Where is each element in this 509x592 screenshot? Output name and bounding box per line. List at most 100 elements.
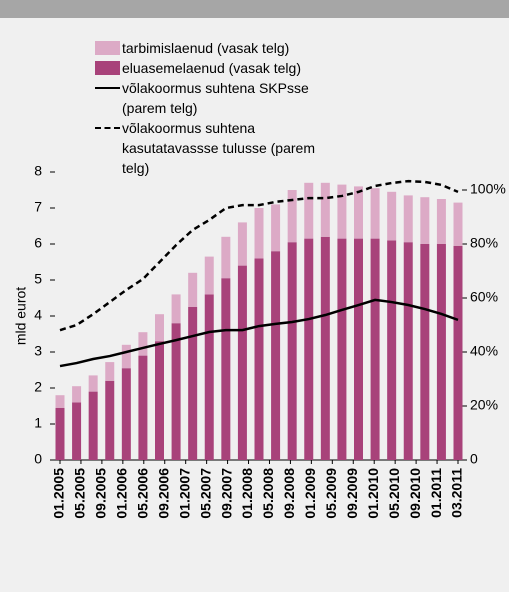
x-tick-label: 09.2009 xyxy=(344,468,360,519)
bar xyxy=(237,265,247,460)
bar xyxy=(121,344,131,369)
bar xyxy=(171,323,181,460)
line xyxy=(59,298,459,368)
legend-item: võlakoormus suhtena kasutatavassse tulus… xyxy=(95,118,340,178)
bar xyxy=(254,258,264,460)
x-tick-label: 01.2007 xyxy=(176,468,192,519)
y-tick-label: 0 xyxy=(34,451,42,467)
bar xyxy=(88,375,98,392)
legend-item: võlakoormus suhtena SKPsse (parem telg) xyxy=(95,78,340,118)
bar xyxy=(88,391,98,460)
x-tick-label: 01.2009 xyxy=(302,468,318,519)
bar xyxy=(155,314,164,342)
bar xyxy=(55,395,65,408)
line xyxy=(59,179,459,332)
y-axis-label: mld eurot xyxy=(13,287,29,345)
x-tick-label: 05.2009 xyxy=(323,468,339,519)
bar xyxy=(403,195,413,243)
y-tick-label: 4 xyxy=(34,307,42,323)
bar xyxy=(155,341,164,460)
bar xyxy=(354,238,363,460)
x-tick-label: 05.2010 xyxy=(386,468,402,519)
y-tick-label: 5 xyxy=(34,271,42,287)
y2-tick-label: 40% xyxy=(470,343,498,359)
bar xyxy=(337,184,347,239)
y2-tick-label: 100% xyxy=(470,181,506,197)
y-tick-label: 1 xyxy=(34,415,42,431)
bar xyxy=(105,362,115,381)
legend: tarbimislaenud (vasak telg) eluasemelaenu… xyxy=(95,38,340,178)
legend-item: tarbimislaenud (vasak telg) xyxy=(95,38,340,58)
header-band xyxy=(0,0,509,18)
x-tick-label: 01.2011 xyxy=(428,468,444,518)
bar xyxy=(72,386,82,403)
x-tick-label: 09.2005 xyxy=(93,468,109,519)
x-tick-label: 09.2006 xyxy=(155,468,171,519)
y-tick-label: 3 xyxy=(34,343,42,359)
legend-label: tarbimislaenud (vasak telg) xyxy=(122,40,290,56)
y2-tick-label: 0 xyxy=(470,451,478,467)
y-tick-label: 2 xyxy=(34,379,42,395)
x-tick-label: 05.2006 xyxy=(134,468,150,519)
bar xyxy=(188,307,198,460)
bar xyxy=(121,368,131,460)
bar xyxy=(370,238,380,460)
x-tick-label: 05.2008 xyxy=(260,468,276,519)
bar xyxy=(254,208,264,259)
bar xyxy=(188,272,198,307)
x-tick-label: 01.2008 xyxy=(239,468,255,519)
x-tick-label: 09.2010 xyxy=(407,468,423,519)
y2-tick-label: 80% xyxy=(470,235,498,251)
y-tick-label: 8 xyxy=(34,163,42,179)
bar xyxy=(237,222,247,266)
bar xyxy=(320,236,330,460)
x-tick-label: 09.2008 xyxy=(281,468,297,519)
y2-tick-label: 20% xyxy=(470,397,498,413)
x-tick-label: 05.2005 xyxy=(72,468,88,519)
x-tick-label: 01.2006 xyxy=(114,468,130,519)
bar xyxy=(138,355,148,460)
legend-swatch xyxy=(95,61,120,75)
bar xyxy=(453,245,463,460)
bar xyxy=(370,188,380,239)
bar xyxy=(403,242,413,460)
bar xyxy=(171,294,181,324)
bar xyxy=(204,256,214,295)
bar xyxy=(387,240,397,460)
bar xyxy=(204,294,214,460)
bar xyxy=(221,236,231,279)
x-tick-label: 01.2005 xyxy=(51,468,67,519)
bar xyxy=(287,242,297,460)
legend-swatch xyxy=(95,127,120,129)
x-tick-label: 03.2011 xyxy=(449,468,465,518)
legend-label: võlakoormus suhtena SKPsse (parem telg) xyxy=(122,80,309,116)
bar xyxy=(420,197,430,244)
bar xyxy=(55,407,65,460)
bar xyxy=(354,186,363,239)
y-tick-label: 7 xyxy=(34,199,42,215)
legend-swatch xyxy=(95,41,120,55)
bar xyxy=(287,190,297,243)
y2-tick-label: 60% xyxy=(470,289,498,305)
bar xyxy=(320,182,330,237)
bar xyxy=(138,332,148,356)
bar xyxy=(453,202,463,246)
bar xyxy=(304,182,314,239)
bar xyxy=(72,402,82,460)
bar xyxy=(221,278,231,460)
bar xyxy=(271,251,281,460)
bar xyxy=(105,380,115,460)
bar xyxy=(436,244,446,460)
legend-label: võlakoormus suhtena kasutatavassse tulus… xyxy=(122,120,315,176)
bar xyxy=(304,238,314,460)
bar xyxy=(337,238,347,460)
x-tick-label: 05.2007 xyxy=(197,468,213,519)
bar xyxy=(436,199,446,244)
bar xyxy=(387,191,397,241)
legend-swatch xyxy=(95,87,120,89)
x-tick-label: 01.2010 xyxy=(365,468,381,519)
legend-item: eluasemelaenud (vasak telg) xyxy=(95,58,340,78)
bar xyxy=(271,204,281,252)
